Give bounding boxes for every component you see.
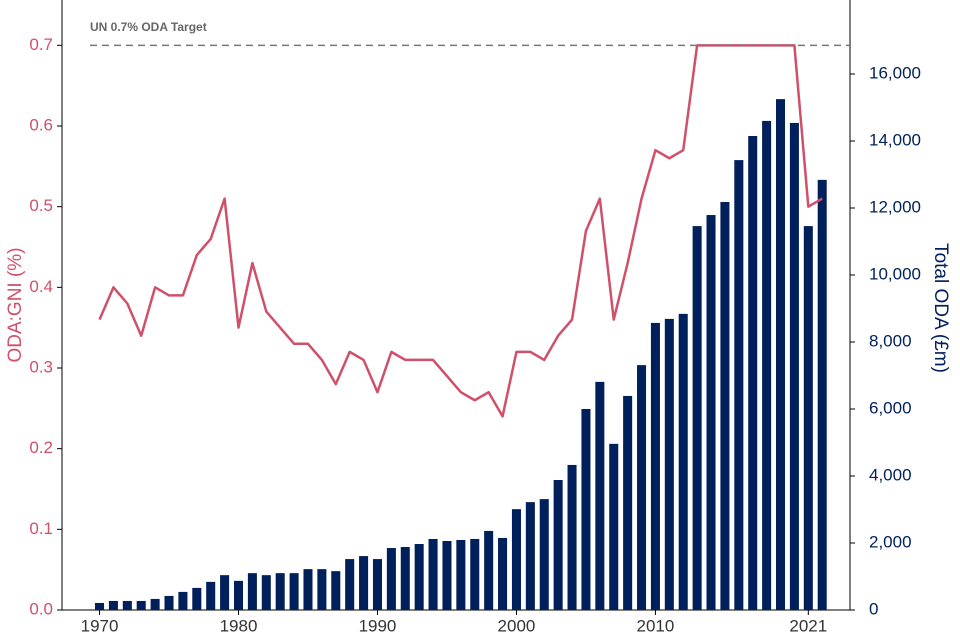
- bar: [789, 122, 799, 610]
- bar: [206, 581, 216, 610]
- bar: [386, 548, 396, 610]
- bar: [192, 587, 202, 610]
- y-tick-label: 0.0: [29, 599, 53, 618]
- bar: [664, 318, 674, 610]
- y-tick-label: 0.2: [29, 438, 53, 457]
- target-label: UN 0.7% ODA Target: [90, 20, 207, 34]
- y-tick-label: 0.7: [29, 35, 53, 54]
- bar: [567, 464, 577, 610]
- y-tick-label: 0.5: [29, 196, 53, 215]
- bar: [303, 569, 313, 610]
- y-tick-label: 0.6: [29, 115, 53, 134]
- bar: [581, 409, 591, 610]
- y2-tick-label: 10,000: [869, 264, 921, 283]
- y2-axis-label: Total ODA (£m): [930, 243, 951, 373]
- bar: [428, 538, 438, 610]
- bar: [150, 598, 160, 610]
- x-tick-label: 2010: [637, 616, 675, 635]
- bar: [817, 179, 827, 610]
- bar: [233, 580, 244, 610]
- bar: [164, 595, 174, 610]
- y2-tick-label: 14,000: [869, 130, 921, 149]
- bar: [289, 573, 299, 610]
- bar: [470, 538, 480, 610]
- bar: [220, 575, 230, 610]
- bar: [748, 135, 758, 610]
- y2-tick-label: 16,000: [869, 63, 921, 82]
- bar: [525, 502, 535, 610]
- bar: [595, 381, 605, 610]
- x-tick-label: 2021: [789, 616, 827, 635]
- bar: [734, 160, 744, 611]
- bar: [345, 559, 355, 610]
- bar: [414, 544, 424, 610]
- bar: [331, 571, 341, 610]
- bar: [762, 120, 772, 610]
- bar: [553, 480, 563, 610]
- y2-tick-label: 2,000: [869, 532, 912, 551]
- bar: [261, 575, 271, 610]
- bar: [359, 556, 369, 610]
- y-axis-label: ODA:GNI (%): [5, 247, 26, 362]
- bar: [511, 509, 521, 610]
- bar: [372, 559, 382, 610]
- y-tick-label: 0.1: [29, 519, 53, 538]
- bar: [456, 539, 466, 610]
- bar: [803, 226, 813, 610]
- bar: [136, 600, 146, 610]
- bar: [609, 443, 619, 610]
- bar: [637, 365, 647, 610]
- bar: [275, 573, 285, 610]
- bar: [539, 499, 549, 610]
- bar: [775, 99, 786, 610]
- bar: [678, 313, 688, 610]
- bar: [317, 569, 327, 610]
- y-tick-label: 0.4: [29, 277, 53, 296]
- bar: [498, 537, 508, 610]
- bar: [247, 573, 257, 610]
- bar: [623, 395, 633, 610]
- x-tick-label: 2000: [498, 616, 536, 635]
- bar: [706, 215, 716, 610]
- y2-tick-label: 12,000: [869, 197, 921, 216]
- bar: [400, 547, 410, 610]
- bar: [95, 602, 105, 610]
- bar: [692, 226, 702, 610]
- line: [98, 44, 823, 418]
- bar: [108, 600, 118, 610]
- x-tick-label: 1980: [220, 616, 258, 635]
- bar: [484, 530, 494, 610]
- y2-tick-label: 6,000: [869, 398, 912, 417]
- x-tick-label: 1990: [359, 616, 397, 635]
- bar: [178, 591, 188, 610]
- x-tick-label: 1970: [81, 616, 119, 635]
- y2-tick-label: 4,000: [869, 465, 912, 484]
- bar: [720, 201, 730, 610]
- y2-tick-label: 8,000: [869, 331, 912, 350]
- bar: [122, 600, 132, 610]
- bar: [650, 322, 660, 610]
- bar: [442, 540, 452, 610]
- y2-tick-label: 0: [869, 599, 878, 618]
- y-tick-label: 0.3: [29, 357, 53, 376]
